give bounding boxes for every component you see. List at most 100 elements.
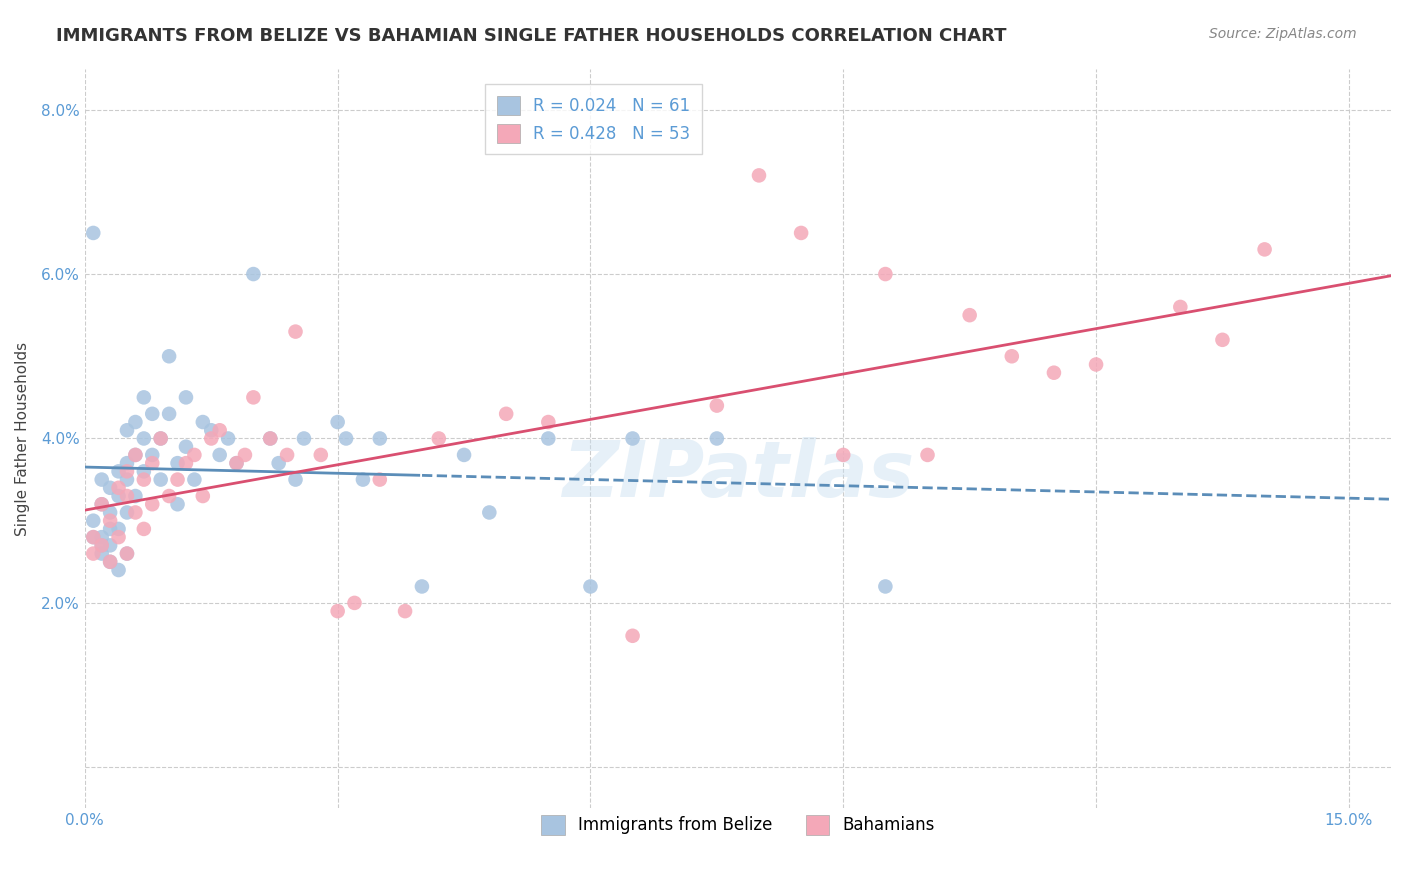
Point — [1168, 300, 1191, 314]
Point — [309, 448, 332, 462]
Point — [157, 489, 180, 503]
Point — [90, 547, 112, 561]
Point — [706, 399, 728, 413]
Point — [208, 448, 231, 462]
Point — [90, 538, 112, 552]
Point — [217, 432, 239, 446]
Point — [537, 415, 560, 429]
Point — [157, 407, 180, 421]
Point — [124, 506, 146, 520]
Point — [141, 497, 163, 511]
Point — [98, 514, 121, 528]
Point — [959, 308, 981, 322]
Point — [259, 432, 281, 446]
Point — [115, 464, 138, 478]
Point — [141, 448, 163, 462]
Text: ZIPatlas: ZIPatlas — [562, 437, 914, 514]
Point — [141, 407, 163, 421]
Point — [166, 456, 188, 470]
Point — [1211, 333, 1233, 347]
Point — [326, 415, 349, 429]
Point — [132, 522, 155, 536]
Point — [621, 432, 644, 446]
Point — [90, 538, 112, 552]
Point — [115, 547, 138, 561]
Point — [495, 407, 517, 421]
Point — [107, 489, 129, 503]
Point — [149, 473, 172, 487]
Point — [141, 456, 163, 470]
Point — [242, 267, 264, 281]
Point — [453, 448, 475, 462]
Point — [917, 448, 939, 462]
Point — [200, 432, 222, 446]
Point — [115, 423, 138, 437]
Point — [107, 481, 129, 495]
Point — [98, 538, 121, 552]
Point — [284, 473, 307, 487]
Text: Source: ZipAtlas.com: Source: ZipAtlas.com — [1209, 27, 1357, 41]
Point — [82, 514, 104, 528]
Point — [115, 506, 138, 520]
Point — [225, 456, 247, 470]
Point — [292, 432, 315, 446]
Point — [748, 169, 770, 183]
Point — [98, 555, 121, 569]
Point — [107, 530, 129, 544]
Point — [90, 497, 112, 511]
Point — [1085, 358, 1108, 372]
Point — [267, 456, 290, 470]
Point — [1253, 243, 1275, 257]
Point — [200, 423, 222, 437]
Point — [107, 464, 129, 478]
Point — [157, 349, 180, 363]
Point — [82, 226, 104, 240]
Point — [427, 432, 450, 446]
Legend: Immigrants from Belize, Bahamians: Immigrants from Belize, Bahamians — [531, 805, 945, 845]
Point — [183, 448, 205, 462]
Point — [124, 448, 146, 462]
Point — [537, 432, 560, 446]
Point — [90, 473, 112, 487]
Point — [174, 390, 197, 404]
Point — [107, 563, 129, 577]
Point — [875, 267, 897, 281]
Point — [343, 596, 366, 610]
Point — [82, 547, 104, 561]
Point — [276, 448, 298, 462]
Point — [191, 489, 214, 503]
Point — [82, 530, 104, 544]
Point — [1001, 349, 1024, 363]
Point — [368, 473, 391, 487]
Text: IMMIGRANTS FROM BELIZE VS BAHAMIAN SINGLE FATHER HOUSEHOLDS CORRELATION CHART: IMMIGRANTS FROM BELIZE VS BAHAMIAN SINGL… — [56, 27, 1007, 45]
Point — [1043, 366, 1066, 380]
Point — [579, 579, 602, 593]
Point — [115, 489, 138, 503]
Point — [107, 522, 129, 536]
Point — [132, 473, 155, 487]
Point — [98, 555, 121, 569]
Point — [284, 325, 307, 339]
Point — [326, 604, 349, 618]
Point — [208, 423, 231, 437]
Point — [233, 448, 256, 462]
Point — [411, 579, 433, 593]
Point — [124, 489, 146, 503]
Point — [621, 629, 644, 643]
Point — [132, 464, 155, 478]
Point — [98, 522, 121, 536]
Point — [115, 547, 138, 561]
Point — [706, 432, 728, 446]
Point — [166, 473, 188, 487]
Point — [166, 497, 188, 511]
Point — [352, 473, 374, 487]
Point — [115, 473, 138, 487]
Point — [242, 390, 264, 404]
Point — [98, 506, 121, 520]
Point — [82, 530, 104, 544]
Point — [98, 481, 121, 495]
Point — [335, 432, 357, 446]
Point — [225, 456, 247, 470]
Point — [90, 530, 112, 544]
Point — [191, 415, 214, 429]
